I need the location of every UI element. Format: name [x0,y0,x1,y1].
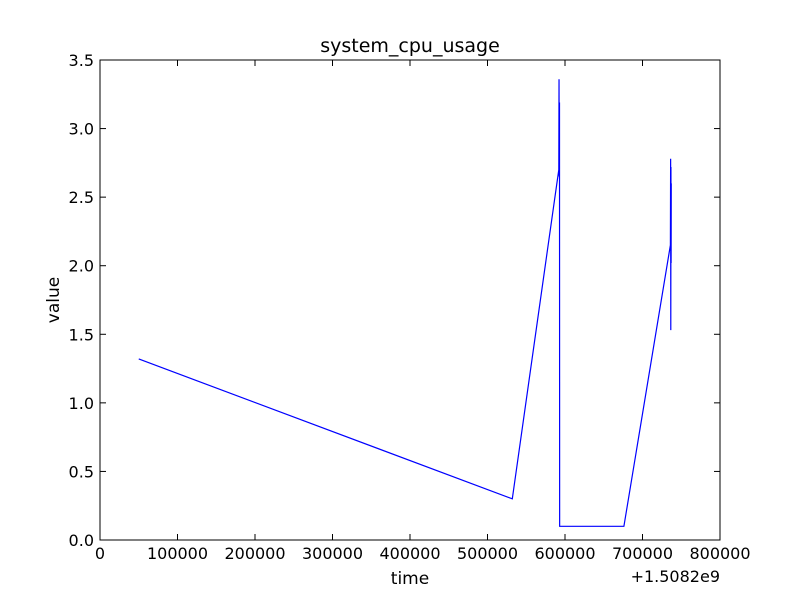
x-tick-label: 300000 [302,544,363,563]
series-group [138,79,672,527]
y-tick-label: 2.0 [69,257,94,276]
x-tick-label: 700000 [612,544,673,563]
y-axis-label: value [44,277,64,323]
plot-frame [99,59,721,541]
y-tick-label: 2.5 [69,188,94,207]
x-tick-label: 500000 [457,544,518,563]
y-tick-label: 1.0 [69,394,94,413]
x-axis-label: time [391,569,429,589]
y-tick-label: 3.0 [69,120,94,139]
y-tick-label: 0.5 [69,462,94,481]
x-tick-label: 400000 [379,544,440,563]
y-tick-label: 0.0 [69,531,94,550]
y-tick-label: 3.5 [69,51,94,70]
chart-title: system_cpu_usage [320,35,500,57]
plot-area [100,60,720,540]
x-tick-label: 600000 [534,544,595,563]
x-tick-label: 200000 [224,544,285,563]
x-tick-label: 0 [95,544,105,563]
x-tick-label: 800000 [689,544,750,563]
x-offset-label: +1.5082e9 [631,567,720,586]
x-tick-label: 100000 [147,544,208,563]
y-tick-label: 1.5 [69,325,94,344]
series-line [138,79,672,527]
tick-labels: 0 100000 200000 300000 400000 500000 600000 700… [69,51,751,563]
